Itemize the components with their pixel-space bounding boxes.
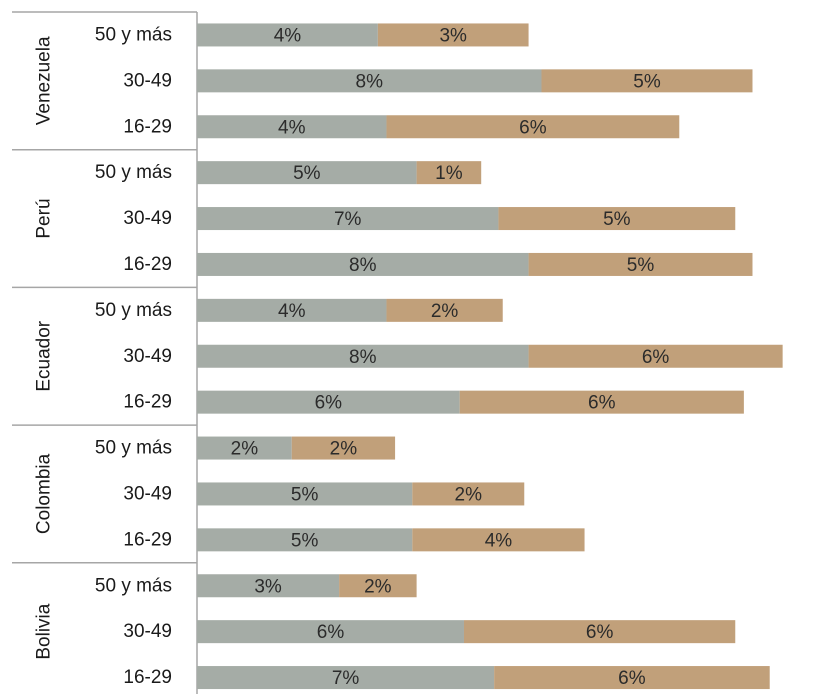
- bar-data-label: 2%: [455, 484, 483, 505]
- bar-data-label: 7%: [334, 209, 362, 230]
- bar-segment-series-2: [386, 298, 503, 322]
- category-label: 16-29: [123, 392, 172, 413]
- group-label: Perú: [34, 198, 55, 238]
- bar-data-label: 4%: [485, 530, 513, 551]
- bar-data-label: 3%: [439, 25, 467, 46]
- bar-segment-series-2: [339, 574, 417, 598]
- bar-segment-series-2: [528, 344, 783, 368]
- category-label: 16-29: [123, 254, 172, 275]
- bar-data-label: 6%: [315, 393, 343, 414]
- bar-segment-series-2: [541, 69, 753, 93]
- bar-data-label: 8%: [349, 255, 377, 276]
- bar-segment-series-1: [197, 161, 417, 185]
- bar-data-label: 6%: [586, 622, 614, 643]
- category-label: 50 y más: [95, 438, 172, 459]
- category-label: 30-49: [123, 483, 172, 504]
- category-label: 50 y más: [95, 300, 172, 321]
- bar-segment-series-2: [377, 23, 529, 47]
- category-label: 30-49: [123, 621, 172, 642]
- bar-segment-series-1: [197, 620, 464, 644]
- bar-data-label: 6%: [588, 393, 616, 414]
- bar-data-label: 2%: [330, 439, 358, 460]
- category-label: 50 y más: [95, 575, 172, 596]
- bar-segment-series-1: [197, 252, 529, 276]
- bar-data-label: 5%: [603, 209, 631, 230]
- bar-segment-series-1: [197, 390, 460, 414]
- bar-data-label: 6%: [519, 117, 547, 138]
- bar-segment-series-2: [386, 115, 680, 139]
- bar-segment-series-2: [463, 620, 736, 644]
- bar-data-label: 7%: [332, 668, 360, 689]
- category-label: 50 y más: [95, 24, 172, 45]
- group-label: Venezuela: [34, 36, 55, 125]
- bar-segment-series-1: [197, 666, 495, 690]
- bar-segment-series-2: [412, 528, 585, 552]
- bar-data-label: 5%: [627, 255, 655, 276]
- bar-segment-series-1: [197, 436, 292, 460]
- category-label: 30-49: [123, 208, 172, 229]
- bar-segment-series-1: [197, 23, 378, 47]
- bar-data-label: 5%: [633, 71, 661, 92]
- bar-data-label: 5%: [291, 484, 319, 505]
- category-label: 16-29: [123, 116, 172, 137]
- bar-data-label: 2%: [431, 301, 459, 322]
- category-label: 30-49: [123, 346, 172, 367]
- bar-segment-series-2: [412, 482, 525, 506]
- bar-data-label: 6%: [642, 347, 670, 368]
- bar-segment-series-1: [197, 482, 413, 506]
- bar-segment-series-2: [494, 666, 770, 690]
- bar-data-label: 6%: [317, 622, 345, 643]
- bar-data-label: 5%: [293, 163, 321, 184]
- category-label: 16-29: [123, 529, 172, 550]
- category-label: 16-29: [123, 667, 172, 688]
- category-label: 30-49: [123, 70, 172, 91]
- bar-data-label: 3%: [254, 576, 282, 597]
- bar-data-label: 8%: [349, 347, 377, 368]
- bar-segment-series-1: [197, 115, 387, 139]
- bar-segment-series-1: [197, 207, 499, 231]
- group-label: Ecuador: [34, 320, 55, 391]
- group-label: Colombia: [34, 453, 55, 534]
- group-label: Bolivia: [34, 603, 55, 659]
- bar-segment-series-1: [197, 298, 387, 322]
- bar-segment-series-2: [459, 390, 744, 414]
- bar-data-label: 5%: [291, 530, 319, 551]
- bar-segment-series-1: [197, 344, 529, 368]
- bar-segment-series-2: [528, 252, 753, 276]
- bar-data-label: 2%: [231, 439, 259, 460]
- bar-segment-series-1: [197, 528, 413, 552]
- bar-data-label: 6%: [618, 668, 646, 689]
- bar-segment-series-1: [197, 574, 340, 598]
- bar-data-label: 4%: [274, 25, 302, 46]
- bar-data-label: 4%: [278, 301, 306, 322]
- bar-data-label: 2%: [364, 576, 392, 597]
- category-label: 50 y más: [95, 162, 172, 183]
- bar-data-label: 1%: [435, 163, 463, 184]
- bar-segment-series-1: [197, 69, 542, 93]
- bar-segment-series-2: [416, 161, 482, 185]
- bar-segment-series-2: [291, 436, 396, 460]
- bar-data-label: 4%: [278, 117, 306, 138]
- bar-data-label: 8%: [356, 71, 384, 92]
- bar-segment-series-2: [498, 207, 736, 231]
